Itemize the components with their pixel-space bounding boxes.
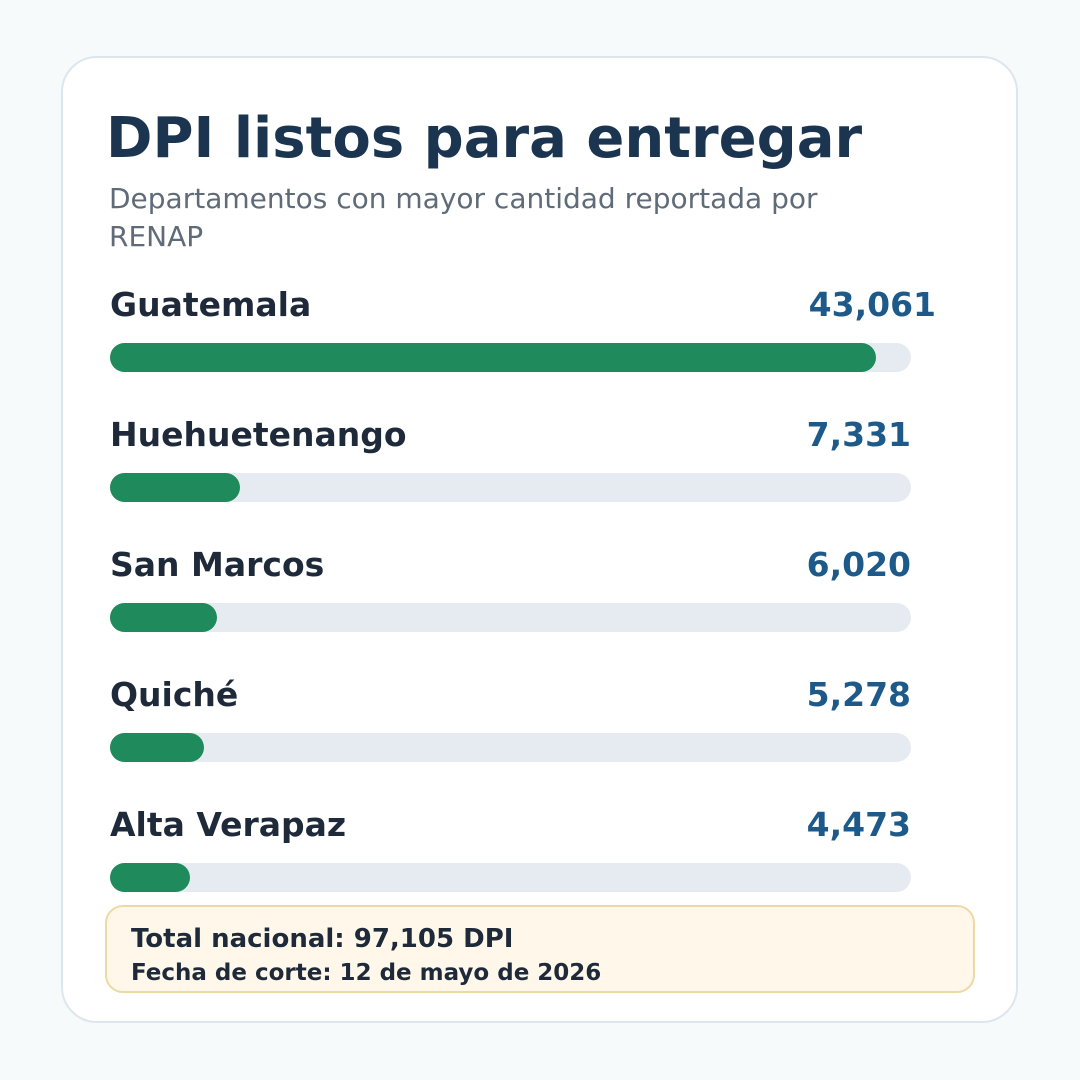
bar-track	[110, 473, 911, 502]
bar-value-label: 43,061	[808, 285, 936, 324]
bar-label: San Marcos	[110, 545, 325, 584]
chart-title: DPI listos para entregar	[106, 106, 863, 171]
bar-track	[110, 343, 911, 372]
bar	[110, 473, 241, 502]
bar	[110, 863, 190, 892]
bar-label: Guatemala	[110, 285, 312, 324]
bar-value-label: 7,331	[806, 415, 911, 454]
bar-track	[110, 733, 911, 762]
summary-box: Total nacional: 97,105 DPI Fecha de cort…	[105, 905, 975, 993]
bar	[110, 603, 218, 632]
bar	[110, 343, 877, 372]
chart-card	[61, 56, 1018, 1023]
bar-value-label: 6,020	[806, 545, 911, 584]
chart-subtitle: Departamentos con mayor cantidad reporta…	[109, 182, 818, 253]
bar-label: Alta Verapaz	[110, 805, 347, 844]
bar-value-label: 5,278	[806, 675, 911, 714]
total-text: Total nacional: 97,105 DPI	[131, 924, 514, 954]
bar	[110, 733, 204, 762]
bar-track	[110, 603, 911, 632]
bar-track	[110, 863, 911, 892]
bar-label: Huehuetenango	[110, 415, 407, 454]
bar-label: Quiché	[110, 675, 239, 714]
cutoff-date-text: Fecha de corte: 12 de mayo de 2026	[131, 960, 602, 986]
bar-value-label: 4,473	[806, 805, 911, 844]
